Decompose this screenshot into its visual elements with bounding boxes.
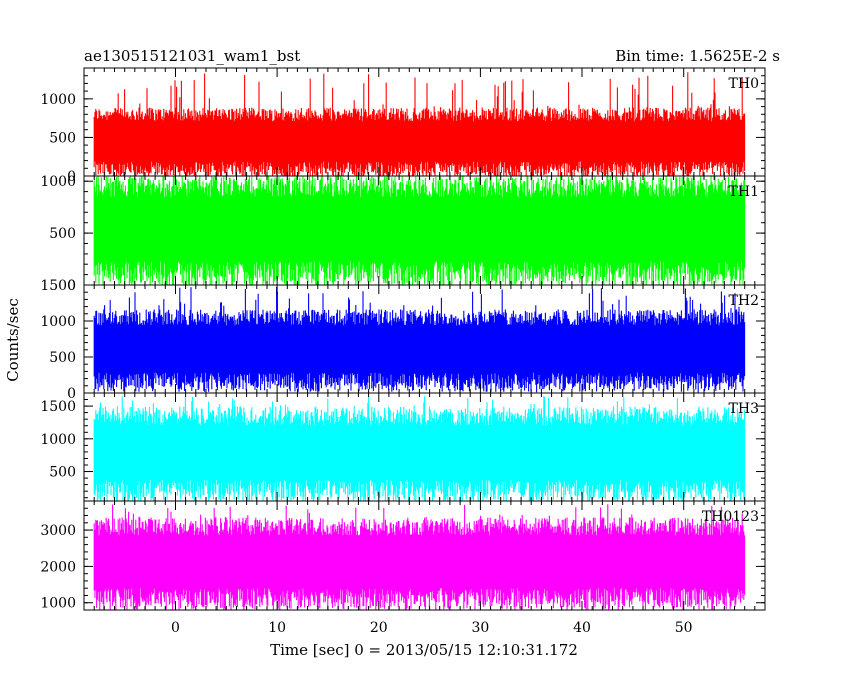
figure-title: ae130515121031_wam1_bst bbox=[84, 47, 300, 65]
panel-label-th3: TH3 bbox=[729, 401, 759, 417]
series-band-th2 bbox=[94, 331, 745, 368]
y-tick-label: 500 bbox=[49, 226, 76, 242]
panels: 05001000TH005001000TH1050010001500TH2500… bbox=[40, 67, 766, 636]
x-tick-label: 20 bbox=[370, 620, 388, 636]
y-tick-label: 1500 bbox=[40, 399, 76, 415]
y-tick-label: 0 bbox=[67, 386, 76, 402]
series-band-th0 bbox=[94, 126, 745, 158]
y-tick-label: 2000 bbox=[40, 559, 76, 575]
y-tick-label: 1500 bbox=[40, 278, 76, 294]
y-tick-label: 1000 bbox=[40, 432, 76, 448]
bin-time-label: Bin time: 1.5625E-2 s bbox=[615, 47, 780, 65]
series-band-th1 bbox=[94, 206, 745, 255]
panel-th2: 0 500 1000 1500 TH2 bbox=[40, 278, 766, 402]
y-tick-label: 500 bbox=[49, 130, 76, 146]
x-tick-labels: 0 10 20 30 40 50 bbox=[171, 620, 693, 636]
y-tick-label: 500 bbox=[49, 465, 76, 481]
panel-th0123: 1000 2000 3000 TH0123 bbox=[40, 500, 766, 612]
x-axis-label: Time [sec] 0 = 2013/05/15 12:10:31.172 bbox=[270, 641, 578, 659]
x-tick-label: 10 bbox=[268, 620, 286, 636]
panel-label-th2: TH2 bbox=[729, 293, 759, 309]
x-tick-label: 0 bbox=[171, 620, 180, 636]
series-th0 bbox=[93, 72, 746, 176]
series-band-th0123 bbox=[94, 542, 745, 583]
y-tick-label: 1000 bbox=[40, 314, 76, 330]
panel-label-th0123: TH0123 bbox=[702, 509, 759, 525]
x-tick-label: 40 bbox=[573, 620, 591, 636]
panel-label-th1: TH1 bbox=[729, 184, 759, 200]
y-axis-label: Counts/sec bbox=[4, 298, 22, 382]
panel-label-th0: TH0 bbox=[729, 76, 759, 92]
y-tick-label: 1000 bbox=[40, 174, 76, 190]
panel-th1: 0 500 1000 TH1 bbox=[40, 174, 766, 294]
x-tick-label: 50 bbox=[675, 620, 693, 636]
y-tick-label: 1000 bbox=[40, 596, 76, 612]
y-tick-label: 0 bbox=[67, 278, 76, 294]
panel-th3: 500 1000 1500 TH3 bbox=[40, 392, 766, 502]
panel-frame bbox=[83, 500, 766, 611]
series-band-th3 bbox=[94, 432, 745, 475]
y-tick-label: 0 bbox=[67, 169, 76, 185]
y-tick-label: 3000 bbox=[40, 523, 76, 539]
y-tick-label: 500 bbox=[49, 350, 76, 366]
panel-th0: 0 500 1000 TH0 bbox=[40, 67, 766, 185]
x-tick-label: 30 bbox=[471, 620, 489, 636]
y-tick-label: 1000 bbox=[40, 92, 76, 108]
